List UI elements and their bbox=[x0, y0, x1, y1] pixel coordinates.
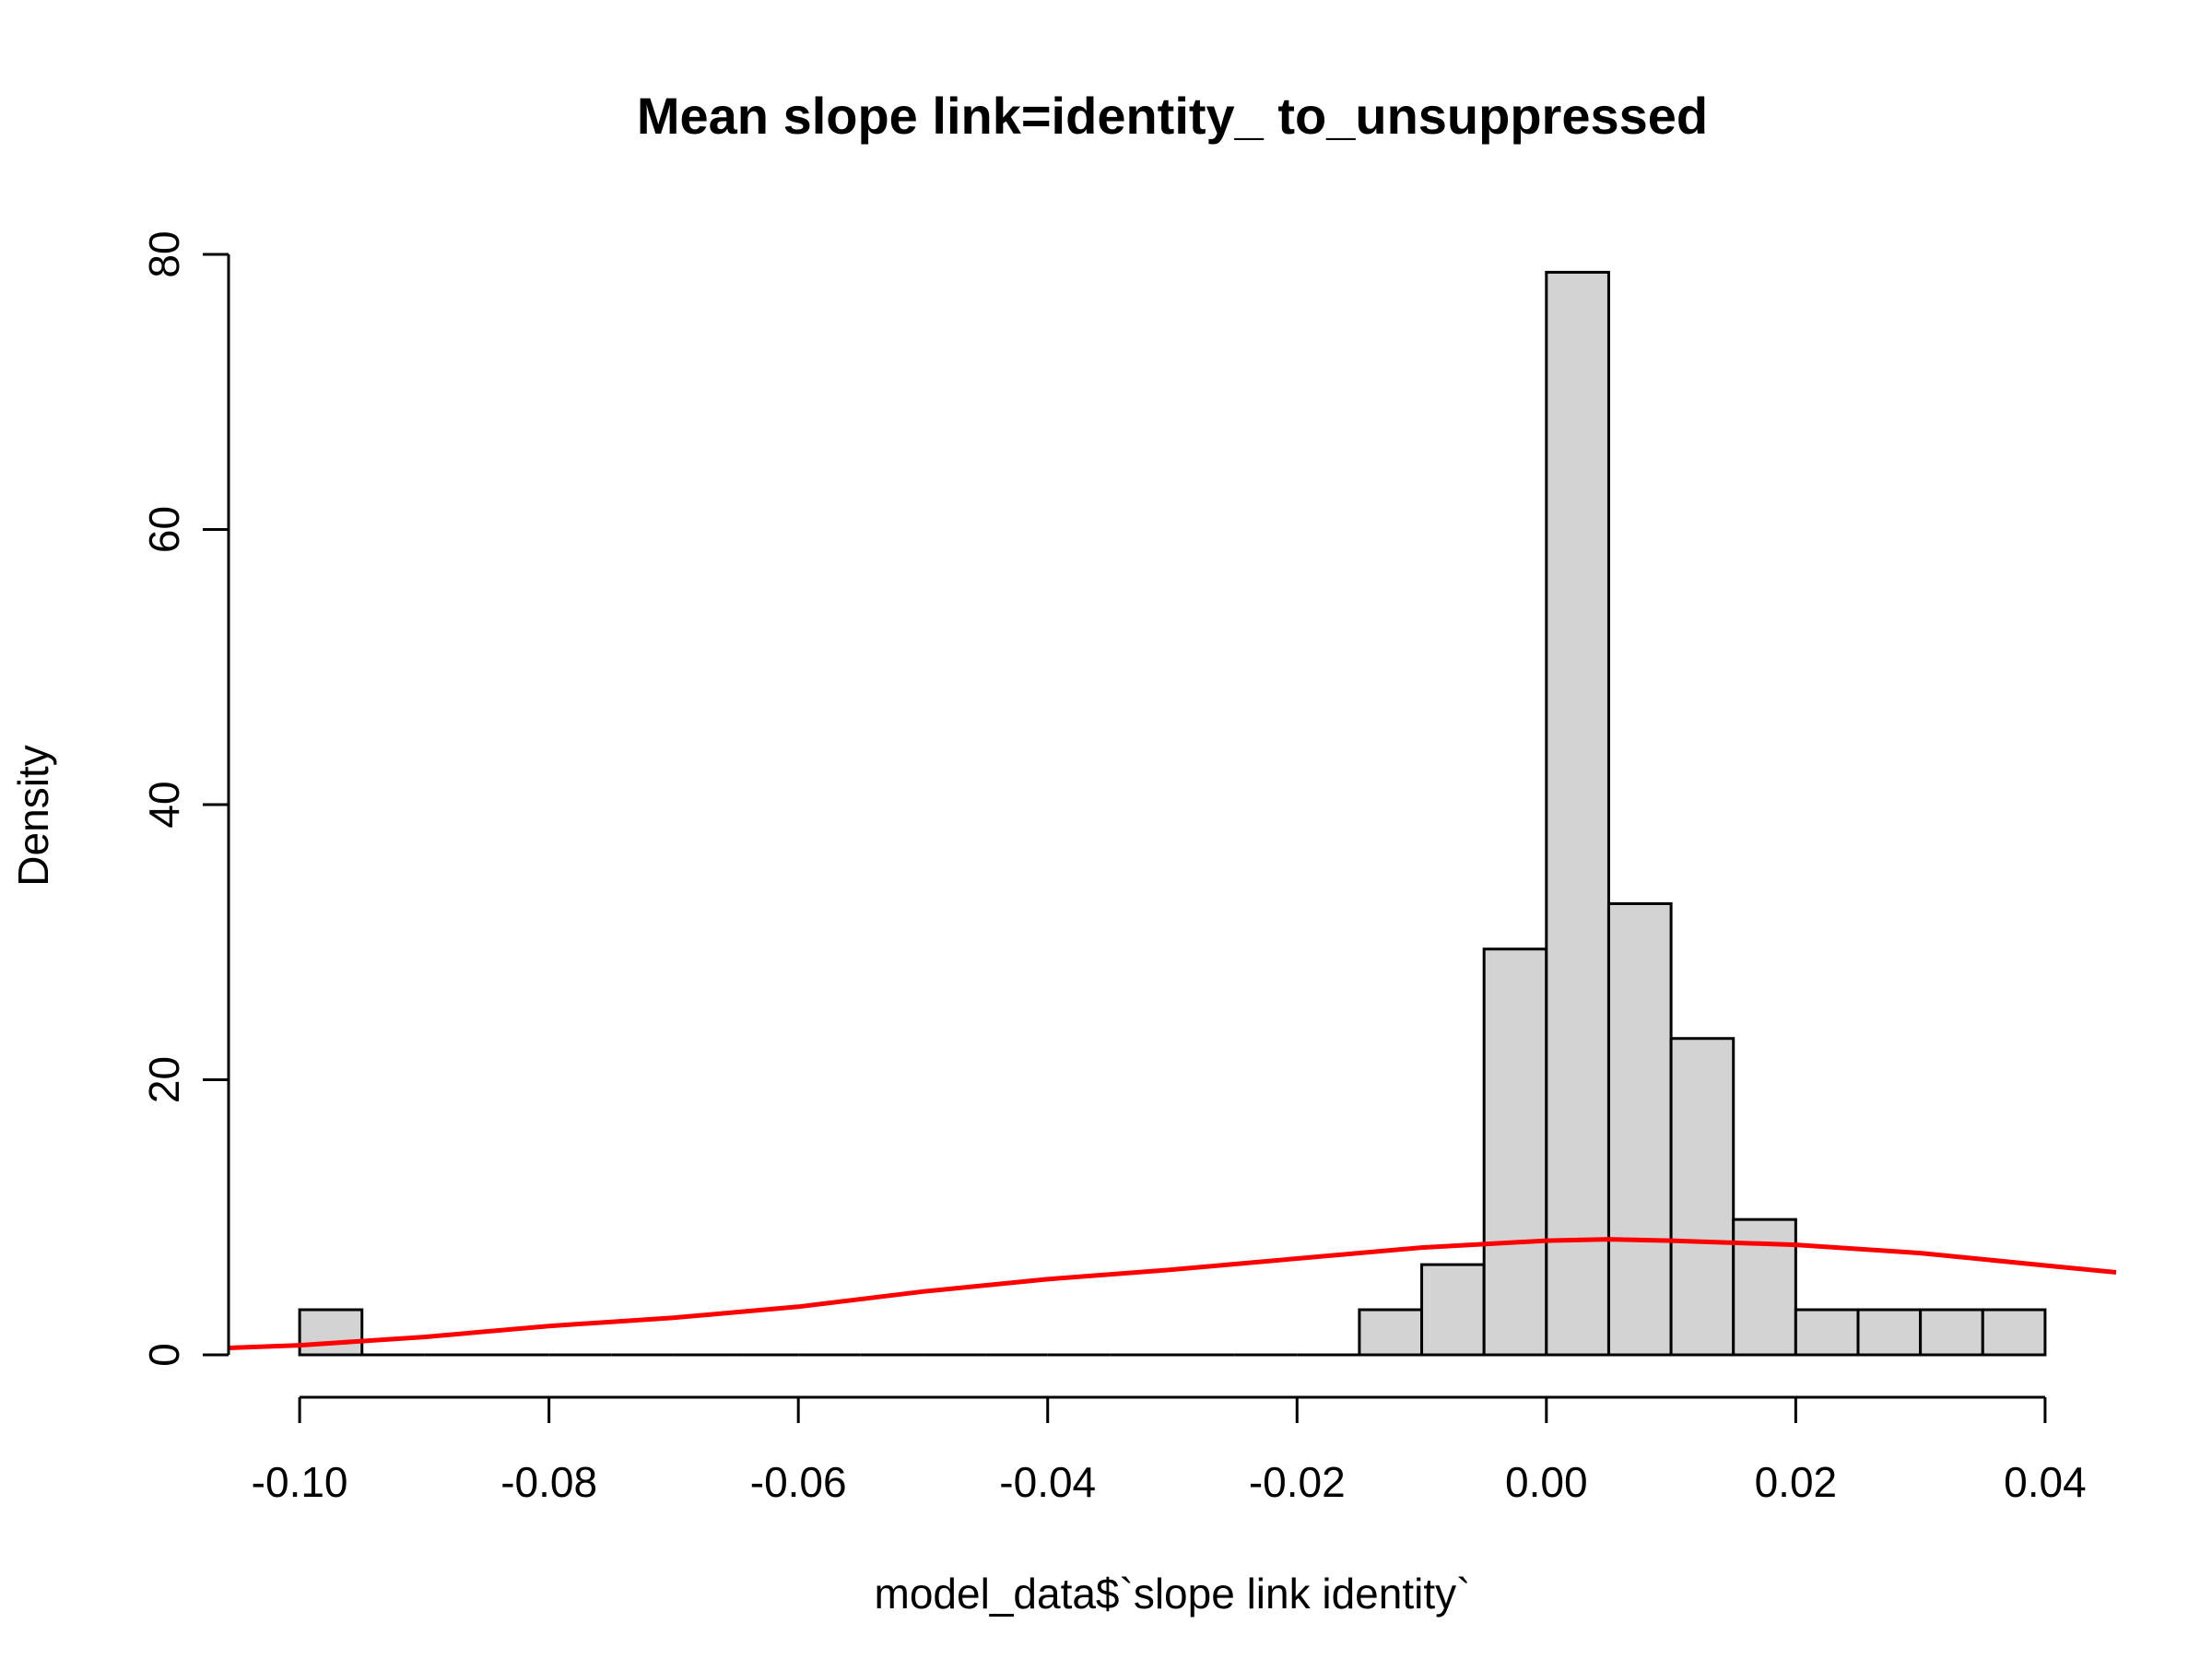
density-curve-layer bbox=[228, 1237, 2117, 1350]
histogram-bar bbox=[1358, 1308, 1424, 1357]
histogram-bar bbox=[1794, 1308, 1860, 1357]
histogram-bar bbox=[1981, 1308, 2047, 1357]
x-tick-label: -0.04 bbox=[999, 1458, 1096, 1506]
x-tick-label: 0.02 bbox=[1755, 1458, 1838, 1506]
x-tick-label: -0.06 bbox=[750, 1458, 847, 1506]
histogram-bar bbox=[1732, 1218, 1797, 1357]
y-tick-label: 0 bbox=[140, 1343, 188, 1367]
x-tick-label: 0.04 bbox=[2004, 1458, 2087, 1506]
x-tick-label: 0.00 bbox=[1505, 1458, 1588, 1506]
y-tick-label: 40 bbox=[140, 781, 188, 828]
histogram-bar bbox=[1482, 947, 1548, 1357]
y-axis-label: Density bbox=[9, 745, 57, 886]
histogram-bars bbox=[298, 270, 2047, 1357]
x-tick-label: -0.08 bbox=[500, 1458, 597, 1506]
chart-title: Mean slope link=identity_ to_unsuppresse… bbox=[637, 87, 1708, 145]
y-tick-label: 80 bbox=[140, 230, 188, 277]
x-tick-label: -0.02 bbox=[1249, 1458, 1346, 1506]
histogram-bar bbox=[1669, 1037, 1735, 1357]
histogram-bar bbox=[1856, 1308, 1923, 1357]
histogram-bar bbox=[1606, 901, 1673, 1357]
x-tick-label: -0.10 bbox=[252, 1458, 348, 1506]
x-axis: -0.10 -0.08 -0.06 -0.04 -0.02 0.00 0.02 0.04 bbox=[252, 1395, 2087, 1506]
histogram-bar bbox=[1545, 270, 1610, 1357]
density-curve bbox=[228, 1237, 2117, 1350]
y-tick-label: 60 bbox=[140, 506, 188, 553]
x-axis-label: model_data$`slope link identity` bbox=[875, 1570, 1471, 1618]
histogram-bar bbox=[1420, 1263, 1486, 1357]
histogram-bar bbox=[1919, 1308, 1984, 1357]
y-tick-label: 20 bbox=[140, 1056, 188, 1103]
histogram-bar bbox=[298, 1308, 364, 1357]
y-axis: 0 20 40 60 80 bbox=[140, 230, 230, 1367]
